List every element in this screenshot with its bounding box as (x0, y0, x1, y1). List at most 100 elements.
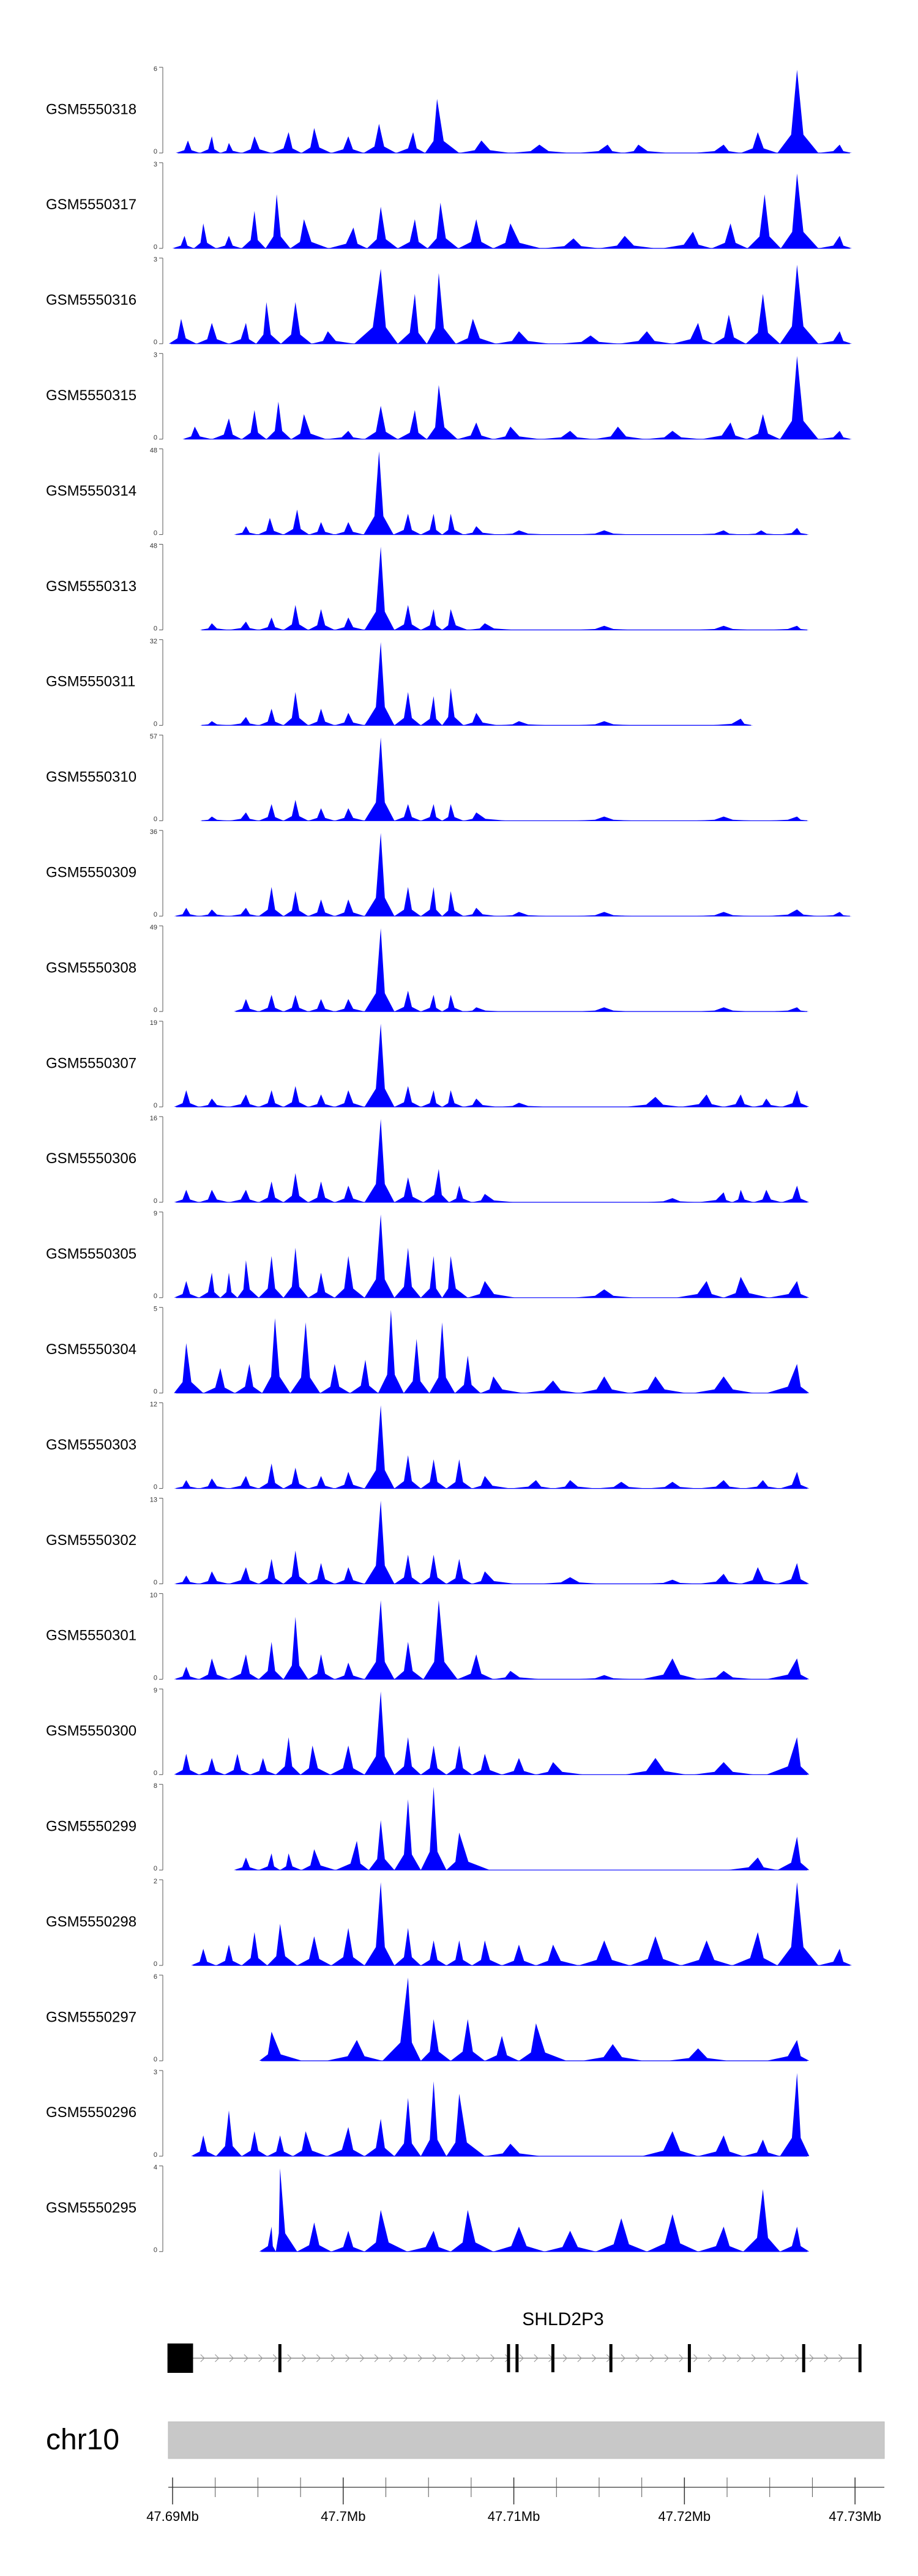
peak (364, 1691, 395, 1775)
peak (780, 356, 819, 439)
peak (780, 2227, 810, 2252)
peak (258, 887, 284, 917)
peak (457, 1654, 494, 1680)
strand-arrow (664, 2354, 669, 2362)
y-min-label: 0 (154, 720, 157, 728)
exon (278, 2344, 282, 2372)
peak (463, 1098, 498, 1107)
peak (681, 1940, 733, 1966)
peak (463, 812, 507, 821)
peak (472, 1194, 516, 1202)
y-max-label: 3 (154, 2069, 157, 2076)
peak (766, 909, 819, 917)
peak (228, 1654, 259, 1680)
peak (442, 609, 468, 630)
strand-arrow (244, 2354, 248, 2362)
peak (472, 1754, 502, 1775)
peak (228, 621, 259, 630)
track-label: GSM5550298 (46, 1913, 136, 1930)
strand-arrow (707, 2354, 713, 2362)
peak (743, 2189, 780, 2252)
peak (647, 2214, 698, 2252)
peak (647, 1481, 698, 1489)
peak (450, 2209, 494, 2252)
strand-arrow (577, 2354, 582, 2362)
peak (176, 140, 200, 153)
strand-arrow (838, 2354, 843, 2362)
peak (258, 1853, 280, 1871)
peak (667, 2048, 729, 2061)
peak (364, 1119, 395, 1202)
y-max-label: 3 (154, 256, 157, 264)
peak (780, 1472, 810, 1489)
y-max-label: 49 (150, 924, 157, 931)
peak (265, 194, 291, 248)
peak (228, 812, 259, 821)
peak (267, 2135, 293, 2156)
track: GSM5550316 3 0 (46, 256, 853, 346)
peak (233, 999, 259, 1012)
exon (551, 2344, 554, 2372)
peak (396, 132, 425, 153)
y-min-label: 0 (154, 1674, 157, 1681)
peak (312, 331, 354, 344)
peak (493, 223, 541, 248)
peak (619, 331, 673, 344)
track-label: GSM5550313 (46, 578, 136, 595)
y-max-label: 10 (150, 1591, 157, 1599)
peak (241, 210, 266, 248)
peak (308, 1181, 335, 1202)
strand-arrow (621, 2354, 625, 2362)
peak (766, 1658, 810, 1680)
y-max-label: 9 (154, 1210, 157, 1218)
y-min-label: 0 (154, 2151, 157, 2159)
strand-arrow (417, 2354, 423, 2362)
peak (308, 709, 335, 726)
peak (573, 1289, 635, 1298)
strand-arrow (649, 2354, 655, 2362)
track-label: GSM5550296 (46, 2104, 136, 2121)
peak (582, 2044, 644, 2061)
peak (330, 1745, 365, 1775)
peak (364, 124, 397, 153)
track-label: GSM5550315 (46, 387, 136, 404)
peak (540, 431, 594, 439)
peak (308, 899, 335, 917)
peak (200, 816, 229, 821)
peak (766, 816, 810, 821)
peak (420, 1459, 447, 1489)
peak (331, 2230, 365, 2252)
y-min-label: 0 (154, 530, 157, 537)
peak (544, 2230, 596, 2252)
peak (283, 891, 308, 917)
track: GSM5550305 9 0 (46, 1210, 810, 1300)
peak (442, 891, 464, 917)
peak (394, 1177, 424, 1202)
y-min-label: 0 (154, 1960, 157, 1968)
peak (578, 1940, 630, 1966)
strand-arrow (461, 2354, 466, 2362)
peak (228, 1567, 259, 1584)
peak (766, 1007, 810, 1012)
peak (241, 136, 272, 153)
peak (630, 1936, 681, 1966)
peak (753, 1098, 782, 1107)
peak (258, 1463, 284, 1489)
peak (200, 136, 221, 153)
peak (271, 132, 302, 153)
peak (394, 2098, 421, 2156)
peak (291, 414, 326, 439)
peak (174, 1343, 204, 1393)
peak (442, 994, 464, 1012)
track: GSM5550301 10 0 (46, 1591, 810, 1681)
y-max-label: 4 (154, 2164, 157, 2172)
peak (510, 1480, 553, 1489)
peak (403, 1339, 430, 1393)
peak (427, 203, 458, 248)
peak (182, 426, 212, 439)
peak (196, 322, 229, 344)
peak (258, 1090, 284, 1107)
peak (536, 1762, 584, 1775)
y-max-label: 2 (154, 1878, 157, 1885)
peak (676, 1281, 724, 1298)
